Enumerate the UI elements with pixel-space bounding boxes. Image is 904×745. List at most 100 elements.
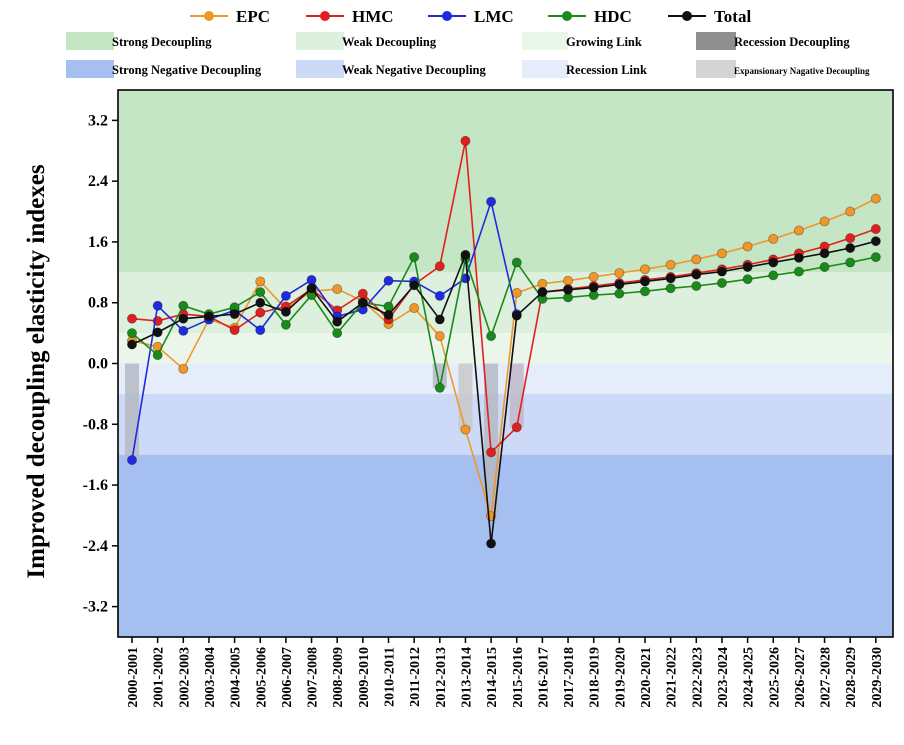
band-legend-swatch: [522, 32, 568, 50]
point-total: [357, 297, 368, 308]
y-axis-title: Improved decoupling elasticity indexes: [23, 164, 50, 578]
point-epc: [409, 303, 420, 314]
point-total: [870, 236, 881, 247]
point-hdc: [742, 274, 753, 285]
point-hdc: [280, 319, 291, 330]
band-legend-label: Strong Decoupling: [112, 35, 212, 49]
point-hdc: [127, 328, 138, 339]
y-tick-label: 0.8: [88, 295, 108, 312]
point-total: [280, 306, 291, 317]
point-lmc: [255, 325, 266, 336]
point-hmc: [870, 224, 881, 235]
y-tick-label: -0.8: [83, 416, 108, 433]
x-tick-label: 2005-2006: [254, 647, 269, 708]
y-tick-label: 1.6: [88, 234, 108, 251]
x-tick-label: 2006-2007: [280, 647, 295, 708]
point-total: [255, 297, 266, 308]
point-hmc: [434, 261, 445, 272]
legend-label-total: Total: [714, 7, 751, 26]
legend-label-lmc: LMC: [474, 7, 514, 26]
legend: EPC HMC LMC HDC Total: [190, 7, 751, 26]
point-total: [768, 257, 779, 268]
x-tick-label: 2029-2030: [870, 647, 885, 708]
point-total: [563, 284, 574, 295]
point-epc: [716, 248, 727, 259]
point-hmc: [460, 135, 471, 146]
point-epc: [563, 275, 574, 286]
band-legend-swatch: [696, 32, 736, 50]
x-tick-label: 2001-2002: [152, 647, 167, 708]
x-tick-label: 2002-2003: [177, 647, 192, 708]
point-hmc: [229, 325, 240, 336]
band-strong-negative-decoupling: [118, 454, 893, 637]
gray-bar-2000-2001: [125, 363, 139, 460]
point-epc: [588, 271, 599, 282]
x-tick-label: 2027-2028: [819, 647, 834, 708]
x-tick-label: 2022-2023: [690, 647, 705, 708]
y-tick-label: 2.4: [88, 173, 108, 190]
x-tick-label: 2012-2013: [434, 647, 449, 708]
point-hdc: [486, 331, 497, 342]
point-lmc: [280, 290, 291, 301]
point-epc: [793, 225, 804, 236]
point-hdc: [255, 287, 266, 298]
point-total: [409, 280, 420, 291]
point-epc: [845, 206, 856, 217]
point-total: [640, 276, 651, 287]
point-hdc: [691, 281, 702, 292]
x-tick-label: 2000-2001: [126, 647, 141, 708]
point-total: [588, 282, 599, 293]
point-total: [486, 538, 497, 549]
x-tick-label: 2017-2018: [562, 647, 577, 708]
point-epc: [460, 424, 471, 435]
point-hdc: [511, 257, 522, 268]
x-tick-label: 2020-2021: [639, 647, 654, 708]
legend-label-hmc: HMC: [352, 7, 394, 26]
x-tick-label: 2014-2015: [485, 647, 500, 708]
legend-label-epc: EPC: [236, 7, 270, 26]
point-hdc: [332, 328, 343, 339]
band-legend: Strong Decoupling Weak Decoupling Growing …: [66, 32, 870, 78]
point-total: [691, 269, 702, 280]
axes: 3.2 2.4 1.6 0.8 0.0 -0.8 -1.6 -2.4 -3.2 2000-2001…: [83, 89, 894, 708]
band-legend-swatch: [522, 60, 568, 78]
series-lines: [127, 135, 881, 549]
y-tick-label: 0.0: [88, 356, 108, 373]
x-tick-label: 2015-2016: [511, 647, 526, 708]
point-hmc: [486, 447, 497, 458]
band-legend-label: Weak Decoupling: [342, 35, 437, 49]
point-hdc: [768, 270, 779, 281]
x-tick-label: 2028-2029: [844, 647, 859, 708]
band-legend-label: Weak Negative Decoupling: [342, 63, 486, 77]
band-weak-negative-decoupling: [118, 393, 893, 455]
point-epc: [178, 363, 189, 374]
point-total: [716, 266, 727, 277]
point-epc: [332, 284, 343, 295]
point-hdc: [152, 350, 163, 361]
point-epc: [614, 268, 625, 279]
point-total: [665, 273, 676, 284]
point-hmc: [511, 422, 522, 433]
band-legend-label: Recession Link: [566, 63, 647, 77]
point-epc: [255, 276, 266, 287]
legend-marker-epc: [204, 11, 214, 21]
plot-bands: [118, 90, 893, 637]
point-lmc: [486, 196, 497, 207]
legend-marker-hmc: [320, 11, 330, 21]
legend-marker-lmc: [442, 11, 452, 21]
band-growing-link: [118, 333, 893, 364]
point-lmc: [434, 290, 445, 301]
point-total: [614, 279, 625, 290]
x-tick-label: 2009-2010: [357, 647, 372, 708]
y-tick-label: 3.2: [88, 112, 108, 129]
point-lmc: [152, 300, 163, 311]
point-total: [152, 327, 163, 338]
x-tick-label: 2007-2008: [306, 647, 321, 708]
point-epc: [870, 193, 881, 204]
point-hdc: [870, 252, 881, 263]
point-hdc: [845, 257, 856, 268]
point-hdc: [665, 283, 676, 294]
band-legend-swatch: [66, 32, 114, 50]
point-hdc: [793, 266, 804, 277]
point-total: [127, 339, 138, 350]
